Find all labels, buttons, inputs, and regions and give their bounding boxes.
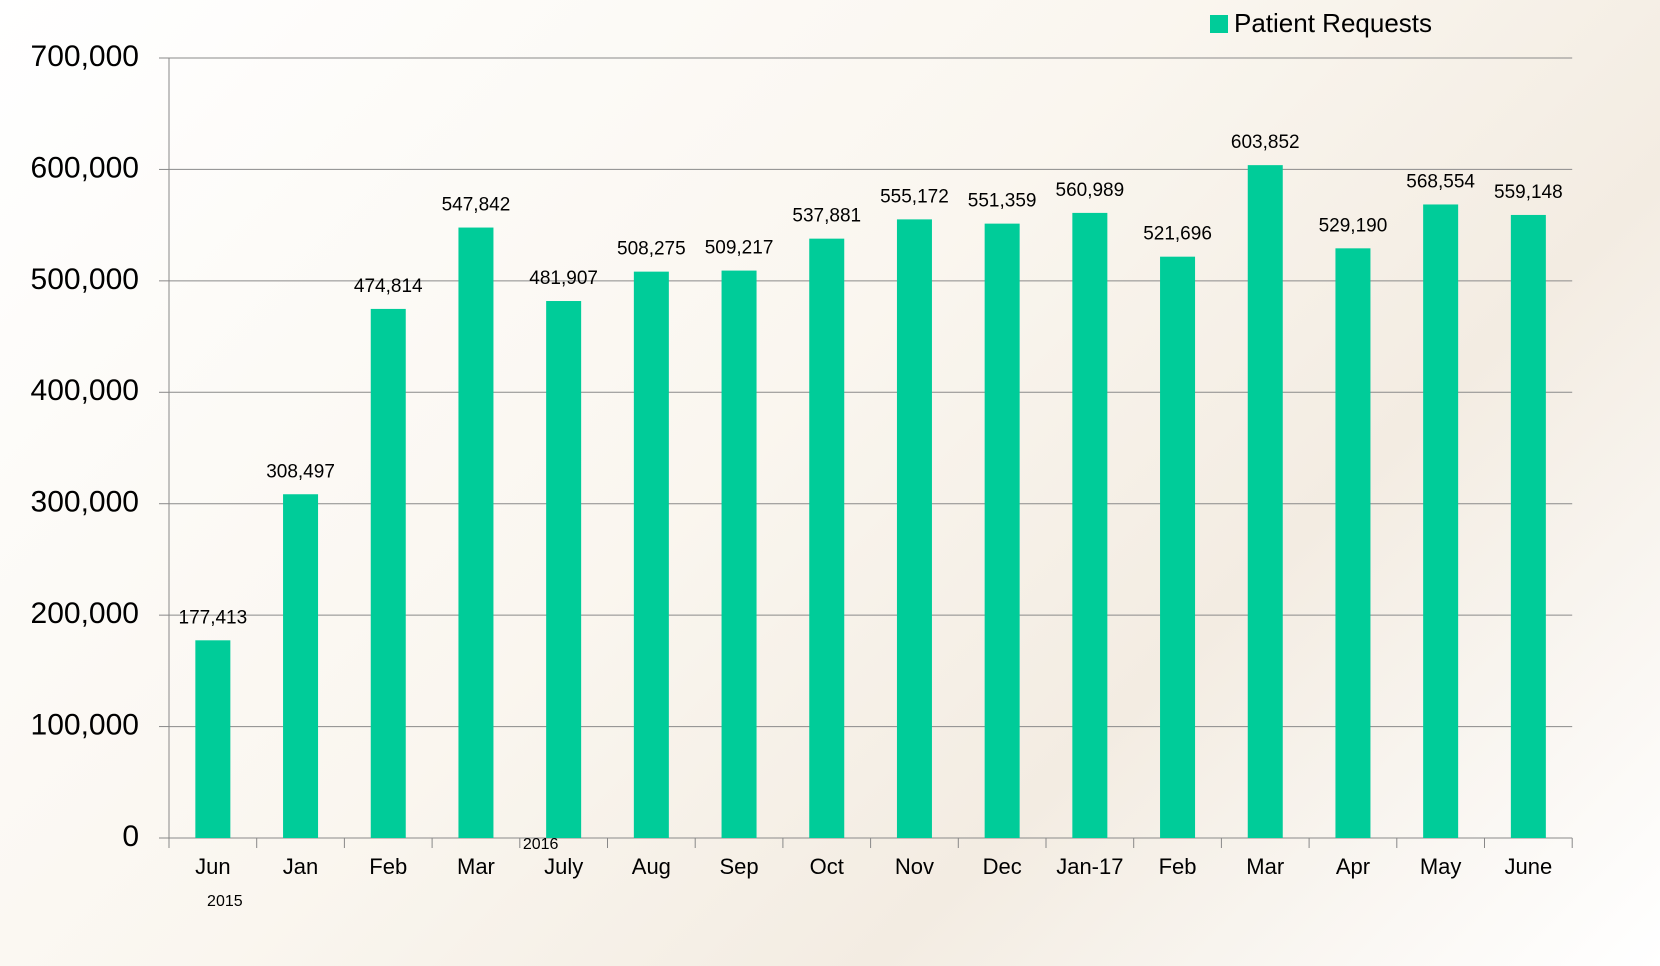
x-tick-label: Mar	[457, 854, 495, 879]
bar	[634, 272, 669, 838]
data-label: 529,190	[1319, 215, 1388, 236]
y-tick-label: 300,000	[31, 486, 139, 519]
bar	[458, 228, 493, 838]
legend-label: Patient Requests	[1234, 8, 1432, 38]
data-label: 559,148	[1494, 182, 1563, 203]
legend: Patient Requests	[1210, 8, 1432, 38]
y-tick-label: 0	[122, 820, 139, 853]
bar	[1248, 165, 1283, 838]
data-label: 555,172	[880, 186, 949, 207]
y-tick-label: 400,000	[31, 374, 139, 407]
x-tick-label: Nov	[895, 854, 934, 879]
x-tick-label: Jun	[195, 854, 230, 879]
data-label: 568,554	[1406, 171, 1475, 192]
data-label: 509,217	[705, 238, 774, 259]
bar	[283, 494, 318, 838]
data-label: 603,852	[1231, 132, 1300, 153]
x-tick-label: Feb	[1159, 854, 1197, 879]
x-tick-label: Apr	[1336, 854, 1370, 879]
y-tick-label: 200,000	[31, 597, 139, 630]
y-tick-label: 700,000	[31, 40, 139, 73]
bar	[1160, 257, 1195, 838]
x-tick-label: Dec	[983, 854, 1022, 879]
x-tick-label: Sep	[719, 854, 758, 879]
chart: 0 100,000 200,000 300,000 400,000 500,000 600,…	[0, 0, 1660, 966]
data-label: 308,497	[266, 461, 335, 482]
bar	[195, 640, 230, 838]
bar	[546, 301, 581, 838]
bar	[371, 309, 406, 838]
data-label: 177,413	[179, 607, 248, 628]
x-tick-label: Jan-17	[1056, 854, 1123, 879]
annotation: 2015	[207, 893, 243, 910]
x-tick-label: Jan	[283, 854, 318, 879]
bar	[1072, 213, 1107, 838]
x-tick-label: June	[1504, 854, 1552, 879]
y-tick-label: 500,000	[31, 263, 139, 296]
bar	[985, 224, 1020, 838]
legend-swatch	[1210, 15, 1228, 33]
y-tick-label: 600,000	[31, 151, 139, 184]
x-tick-label: July	[544, 854, 583, 879]
data-label: 481,907	[529, 268, 598, 289]
bar	[722, 271, 757, 838]
x-tick-label: Aug	[632, 854, 671, 879]
x-tick-label: Feb	[369, 854, 407, 879]
data-label: 547,842	[442, 195, 511, 216]
annotation: 2016	[523, 836, 559, 853]
data-label: 474,814	[354, 276, 423, 297]
data-label: 537,881	[792, 206, 861, 227]
x-tick-label: Oct	[810, 854, 844, 879]
data-label: 508,275	[617, 239, 686, 260]
data-label: 551,359	[968, 191, 1037, 212]
x-tick-label: May	[1420, 854, 1462, 879]
x-tick-label: Mar	[1246, 854, 1284, 879]
bar	[1511, 215, 1546, 838]
bar	[897, 219, 932, 838]
data-label: 560,989	[1056, 180, 1125, 201]
bar	[1335, 248, 1370, 838]
bar	[809, 239, 844, 838]
data-label: 521,696	[1143, 224, 1212, 245]
y-tick-label: 100,000	[31, 708, 139, 741]
bar	[1423, 204, 1458, 838]
